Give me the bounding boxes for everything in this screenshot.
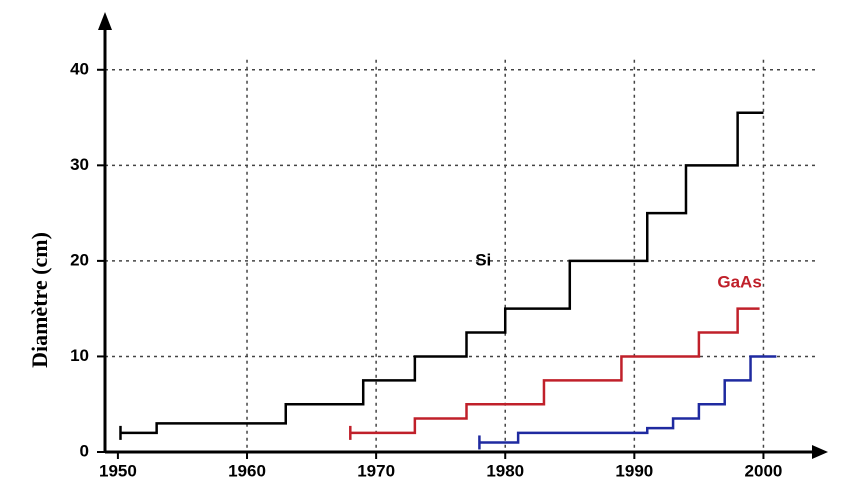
x-axis-arrow <box>812 445 828 459</box>
y-axis-arrow <box>98 12 112 30</box>
series-label: GaAs <box>717 273 761 292</box>
y-tick-label: 10 <box>70 346 89 365</box>
x-tick-label: 2000 <box>745 461 783 480</box>
x-tick-label: 1990 <box>615 461 653 480</box>
step-line <box>350 307 760 435</box>
y-tick-label: 20 <box>70 250 89 269</box>
x-tick-label: 1970 <box>357 461 395 480</box>
x-tick-label: 1960 <box>228 461 266 480</box>
y-tick-label: 40 <box>70 59 89 78</box>
y-tick-label: 30 <box>70 155 89 174</box>
y-tick-label: 0 <box>80 441 89 460</box>
x-tick-label: 1980 <box>486 461 524 480</box>
step-line <box>479 355 777 444</box>
y-axis-label: Diamètre (cm) <box>27 232 52 368</box>
step-line <box>120 111 764 435</box>
x-tick-label: 1950 <box>99 461 137 480</box>
series-label: Si <box>475 251 491 270</box>
